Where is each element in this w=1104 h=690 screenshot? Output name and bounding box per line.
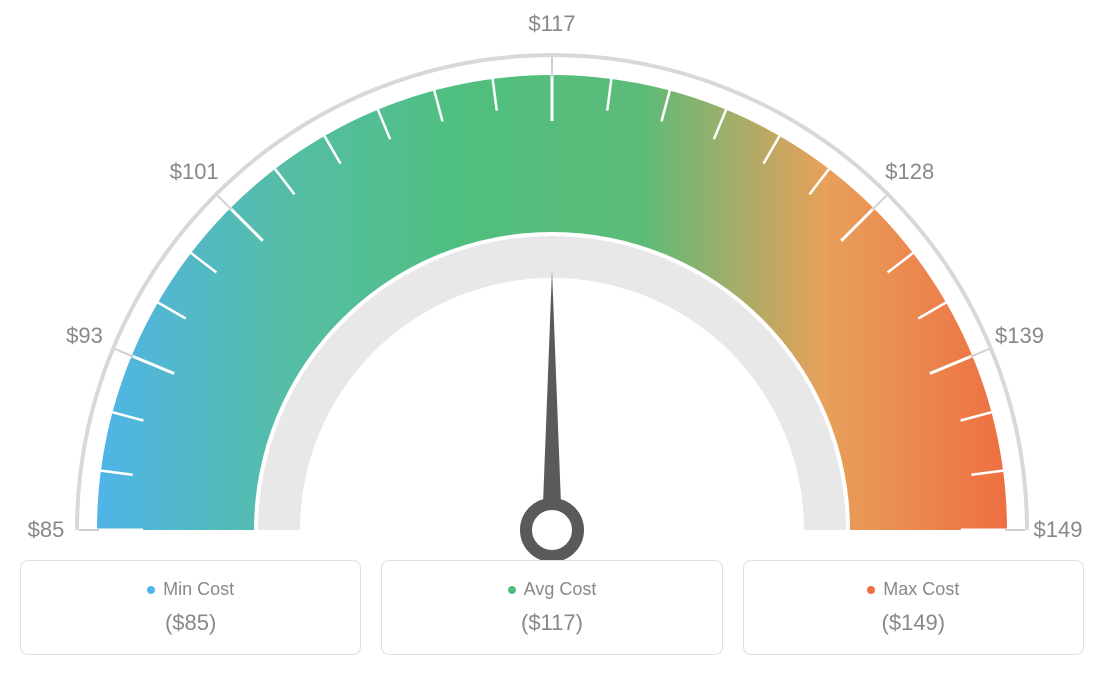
legend-header: Min Cost: [147, 579, 234, 600]
gauge-tick-label: $117: [528, 11, 575, 37]
gauge-tick-label: $139: [995, 323, 1044, 349]
legend-label: Max Cost: [883, 579, 959, 600]
dot-icon: [867, 586, 875, 594]
legend-row: Min Cost ($85) Avg Cost ($117) Max Cost …: [20, 560, 1084, 655]
gauge-tick-label: $85: [28, 517, 65, 543]
cost-gauge-chart: $85$93$101$117$128$139$149: [20, 20, 1084, 560]
legend-value: ($149): [882, 610, 946, 636]
legend-label: Avg Cost: [524, 579, 597, 600]
legend-card-avg: Avg Cost ($117): [381, 560, 722, 655]
gauge-tick-label: $93: [66, 323, 103, 349]
gauge-tick-label: $128: [885, 159, 934, 185]
legend-header: Max Cost: [867, 579, 959, 600]
dot-icon: [147, 586, 155, 594]
dot-icon: [508, 586, 516, 594]
legend-card-max: Max Cost ($149): [743, 560, 1084, 655]
legend-label: Min Cost: [163, 579, 234, 600]
gauge-svg: [20, 20, 1084, 560]
legend-value: ($85): [165, 610, 216, 636]
gauge-tick-label: $149: [1034, 517, 1083, 543]
legend-header: Avg Cost: [508, 579, 597, 600]
legend-card-min: Min Cost ($85): [20, 560, 361, 655]
legend-value: ($117): [521, 610, 583, 636]
gauge-tick-label: $101: [170, 159, 219, 185]
